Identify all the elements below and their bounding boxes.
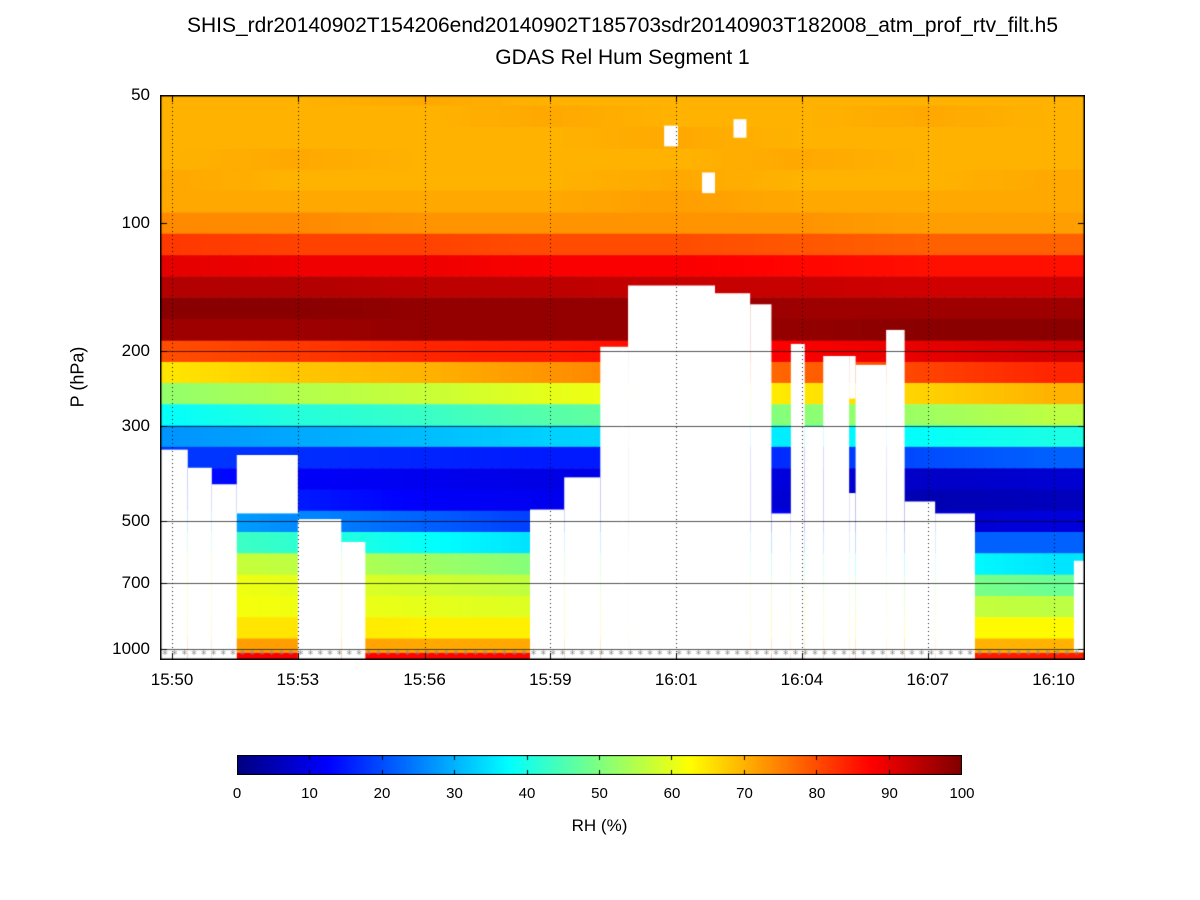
colorbar-tick-label: 50	[591, 785, 608, 802]
y-tick-label: 300	[121, 416, 150, 436]
y-tick-label: 50	[131, 85, 150, 104]
heatmap-plot	[160, 95, 1085, 660]
colorbar-tick-label: 90	[881, 785, 898, 802]
y-tick-label: 100	[121, 213, 150, 233]
x-tick-label: 15:53	[276, 670, 320, 689]
colorbar-tick-label: 40	[518, 785, 536, 802]
x-tick-label: 16:01	[654, 670, 698, 689]
colorbar	[237, 755, 962, 775]
colorbar-tick-label: 100	[949, 785, 975, 802]
colorbar-tick-label: 10	[301, 785, 318, 802]
x-tick-label: 16:04	[780, 670, 824, 689]
colorbar-tick-label: 80	[808, 785, 826, 802]
y-tick-label: 1000	[112, 639, 150, 659]
x-tick-label: 15:50	[150, 670, 194, 689]
y-tick-label: 700	[121, 573, 150, 593]
colorbar-label: RH (%)	[571, 816, 628, 835]
x-tick-label: 15:56	[403, 670, 446, 689]
x-tick-label: 16:07	[906, 670, 950, 689]
y-tick-label: 500	[121, 510, 150, 530]
colorbar-tick-label: 0	[232, 785, 242, 802]
y-tick-label: 200	[121, 341, 150, 361]
figure-subtitle: GDAS Rel Hum Segment 1	[495, 46, 750, 69]
colorbar-tick-label: 30	[446, 785, 463, 802]
x-tick-label: 15:59	[529, 670, 572, 689]
colorbar-tick-label: 60	[663, 785, 681, 802]
colorbar-tick-label: 70	[736, 785, 753, 802]
figure-title: SHIS_rdr20140902T154206end20140902T18570…	[186, 14, 1058, 37]
colorbar-tick-label: 20	[373, 785, 391, 802]
x-tick-label: 16:10	[1032, 670, 1075, 689]
